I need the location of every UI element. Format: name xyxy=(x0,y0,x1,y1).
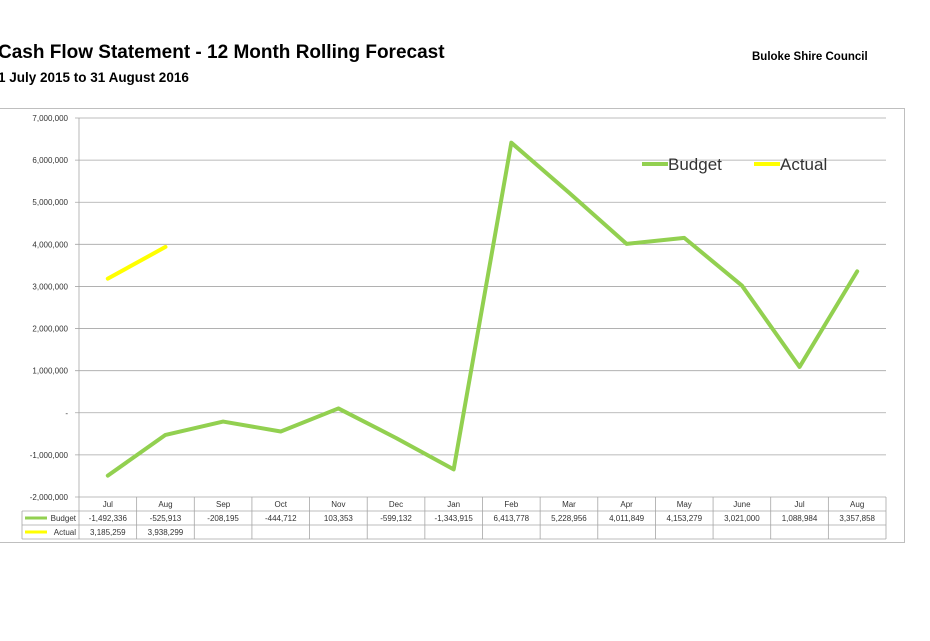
legend-label: Actual xyxy=(780,155,827,174)
data-label: -444,712 xyxy=(265,514,297,523)
legend: Budget Actual xyxy=(642,155,827,174)
x-tick-label: June xyxy=(733,500,751,509)
table-series-name: Actual xyxy=(54,528,76,537)
x-tick-label: Apr xyxy=(620,500,633,509)
data-label: 4,153,279 xyxy=(666,514,702,523)
x-tick-label: May xyxy=(677,500,692,509)
chart-frame-bottom xyxy=(0,542,905,543)
y-tick-label: - xyxy=(65,409,68,418)
series-lines xyxy=(105,140,860,478)
legend-label: Budget xyxy=(668,155,722,174)
y-tick-label: 7,000,000 xyxy=(32,114,68,123)
data-label: 3,021,000 xyxy=(724,514,760,523)
data-label: -525,913 xyxy=(150,514,182,523)
organization-name: Buloke Shire Council xyxy=(752,51,868,63)
data-label: 4,011,849 xyxy=(609,514,645,523)
x-tick-label: Sep xyxy=(216,500,231,509)
data-label: -1,492,336 xyxy=(89,514,128,523)
x-tick-label: Jan xyxy=(447,500,460,509)
x-tick-label: Aug xyxy=(158,500,172,509)
data-table: Jul Aug Sep Oct Nov Dec Jan Feb Mar Apr May June Jul… xyxy=(21,497,887,540)
data-label: 6,413,778 xyxy=(494,514,530,523)
y-tick-label: 3,000,000 xyxy=(32,282,68,291)
x-tick-label: Nov xyxy=(331,500,345,509)
y-tick-label: 4,000,000 xyxy=(32,240,68,249)
x-tick-label: Jul xyxy=(794,500,804,509)
x-tick-label: Jul xyxy=(103,500,113,509)
gridlines xyxy=(75,117,886,498)
data-label: -599,132 xyxy=(380,514,412,523)
data-label: 5,228,956 xyxy=(551,514,587,523)
y-tick-label: 1,000,000 xyxy=(32,367,68,376)
data-label: 3,938,299 xyxy=(148,528,184,537)
x-tick-label: Feb xyxy=(504,500,518,509)
series-line-budget xyxy=(105,140,860,478)
y-tick-label: 2,000,000 xyxy=(32,325,68,334)
y-axis-ticks: 7,000,000 6,000,000 5,000,000 4,000,000 3,00… xyxy=(30,114,69,502)
series-line-actual xyxy=(105,244,168,281)
data-label: -1,343,915 xyxy=(435,514,474,523)
table-series-name: Budget xyxy=(51,514,77,523)
y-tick-label: -1,000,000 xyxy=(30,451,69,460)
chart-subtitle: 1 July 2015 to 31 August 2016 xyxy=(0,70,189,85)
x-tick-label: Oct xyxy=(275,500,288,509)
data-label: 3,357,858 xyxy=(839,514,875,523)
chart-frame-top xyxy=(0,108,905,109)
data-label: -208,195 xyxy=(207,514,239,523)
y-tick-label: 5,000,000 xyxy=(32,198,68,207)
data-label: 103,353 xyxy=(324,514,353,523)
data-label: 1,088,984 xyxy=(782,514,818,523)
x-tick-label: Dec xyxy=(389,500,403,509)
chart-frame-right xyxy=(904,108,905,543)
y-tick-label: -2,000,000 xyxy=(30,493,69,502)
x-tick-label: Aug xyxy=(850,500,864,509)
chart-title: Cash Flow Statement - 12 Month Rolling F… xyxy=(0,42,445,63)
data-label: 3,185,259 xyxy=(90,528,126,537)
y-tick-label: 6,000,000 xyxy=(32,156,68,165)
x-tick-label: Mar xyxy=(562,500,576,509)
